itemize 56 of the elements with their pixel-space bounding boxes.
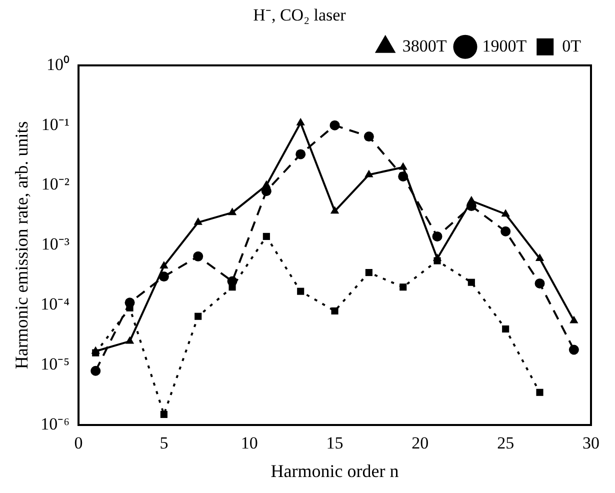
x-tick-label: 20 — [412, 434, 429, 453]
point — [432, 231, 442, 242]
legend-label: 0T — [562, 36, 582, 56]
point — [297, 288, 304, 295]
y-tick-label: 10⁻⁴ — [40, 294, 70, 314]
point — [364, 132, 374, 142]
point — [501, 209, 510, 217]
point — [400, 284, 407, 291]
point — [160, 260, 168, 268]
point — [568, 344, 579, 355]
x-axis-title: Harmonic order n — [270, 460, 399, 481]
x-tick-label: 0 — [74, 434, 83, 453]
point — [194, 217, 202, 225]
point — [330, 120, 340, 130]
x-tick-label: 30 — [582, 434, 600, 453]
point — [125, 336, 134, 344]
point — [535, 253, 544, 261]
point — [534, 278, 545, 288]
point — [468, 278, 475, 286]
y-tick-label: 10⁻³ — [41, 234, 70, 254]
x-tick-label: 25 — [497, 434, 514, 453]
point — [262, 232, 270, 240]
legend-label: 3800T — [402, 36, 448, 56]
point — [502, 325, 510, 333]
point — [331, 307, 338, 314]
chart-title: H⁻, CO₂ laser — [253, 6, 346, 25]
point — [296, 149, 306, 160]
point — [398, 162, 408, 170]
point — [228, 208, 237, 216]
point — [90, 366, 101, 376]
point — [432, 253, 442, 261]
point — [262, 180, 271, 188]
x-tick-label: 5 — [160, 434, 168, 453]
point — [124, 298, 135, 308]
point — [365, 268, 372, 276]
legend-label: 1900T — [482, 36, 528, 56]
point — [160, 410, 168, 418]
point — [193, 251, 204, 262]
point — [330, 206, 340, 214]
y-axis-title: Harmonic emission rate, arb. units — [12, 121, 32, 370]
x-tick-label: 10 — [240, 434, 258, 453]
point — [500, 226, 511, 236]
point — [296, 118, 305, 126]
point — [364, 170, 374, 178]
point — [536, 388, 544, 396]
x-tick-label: 15 — [326, 434, 344, 453]
point — [570, 316, 578, 324]
y-tick-label: 10⁻² — [41, 174, 70, 194]
y-tick-label: 10⁻⁵ — [40, 354, 70, 374]
point — [467, 196, 476, 204]
point — [227, 276, 238, 286]
point — [194, 312, 202, 320]
y-tick-label: 10⁻¹ — [41, 114, 70, 134]
y-tick-label: 10⁻⁶ — [40, 414, 70, 434]
y-tick-label: 10⁰ — [46, 54, 70, 74]
point — [91, 346, 100, 354]
